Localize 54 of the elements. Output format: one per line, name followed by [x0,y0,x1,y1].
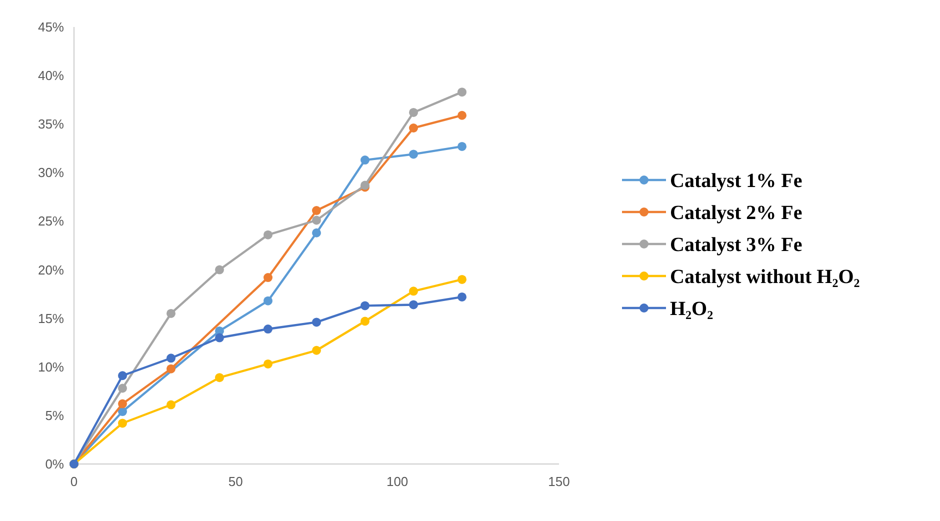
point [409,150,418,159]
point [118,371,127,380]
legend-label: Catalyst 1% Fe [670,170,802,192]
y-tick-label: 0% [45,456,64,472]
point [215,373,224,382]
point [360,156,370,165]
y-tick-label: 10% [38,359,64,374]
point [264,296,272,306]
x-tick-label: 50 [228,474,243,489]
y-tick-label: 45% [38,20,64,34]
point [166,400,176,410]
y-tick-label: 25% [38,214,64,229]
point [360,301,370,310]
x-tick-label: 0 [70,474,78,489]
point [215,333,224,342]
y-tick-label: 15% [38,310,64,326]
point [312,206,321,216]
point [458,292,466,302]
point [215,265,224,274]
point [312,318,321,327]
y-tick-label: 30% [38,165,64,180]
y-tick-label: 40% [38,68,64,84]
y-tick-label: 35% [38,116,64,132]
point [458,88,466,97]
point [118,418,127,428]
point [409,286,418,296]
point [166,308,176,318]
point [458,142,466,151]
x-tick-label: 100 [386,474,408,489]
point [264,230,272,240]
point [312,216,321,225]
point [312,346,321,355]
point [264,273,272,282]
point [458,275,466,284]
y-tick-label: 5% [45,408,64,423]
point [118,407,127,416]
legend-label: Catalyst 2% Fe [670,202,802,224]
point [312,228,321,238]
point [264,324,272,334]
point [458,110,466,120]
x-tick-label: 150 [548,474,570,489]
point [264,359,272,368]
point [409,108,418,117]
legend-label: Catalyst without H₂O₂ [670,266,860,288]
point [409,300,418,310]
point [409,124,418,132]
legend-label: Catalyst 3% Fe [670,234,802,256]
point [360,316,370,326]
point [118,399,127,408]
point [118,384,127,393]
y-tick-label: 20% [38,262,64,278]
point [166,354,176,363]
point [166,364,176,374]
legend-label: H₂O₂ [670,298,714,320]
